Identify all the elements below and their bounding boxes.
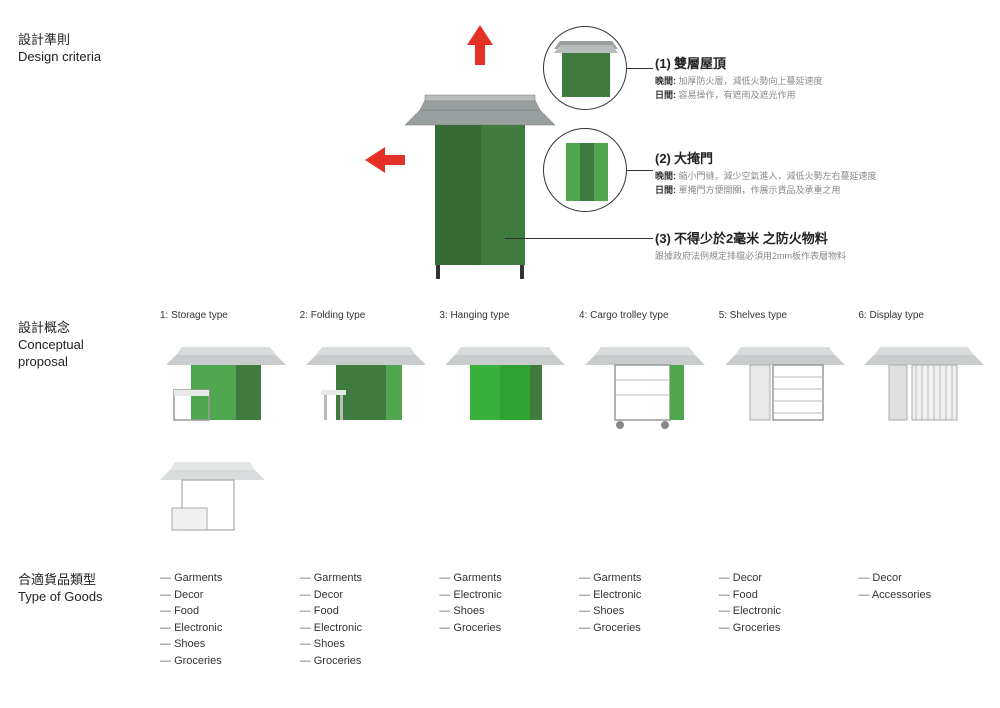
proposal-extra-icon [160, 450, 280, 550]
goods-item: Decor [858, 570, 990, 587]
goods-item: Shoes [579, 603, 711, 620]
annot-title: 不得少於2毫米 之防火物料 [674, 231, 828, 246]
annot-line: 日間: 單掩門方便開關，作展示貨品及承重之用 [655, 184, 877, 196]
goods-item: Garments [300, 570, 432, 587]
annot-line: 日間: 容易操作，有遮雨及遮光作用 [655, 89, 823, 101]
goods-item: Electronic [160, 620, 292, 637]
proposal-cell-6: 6: Display type [858, 310, 990, 440]
goods-item: Food [160, 603, 292, 620]
label-zh: 設計概念 [18, 320, 84, 337]
label-en: Type of Goods [18, 589, 103, 606]
annot-num: (2) [655, 151, 671, 166]
label-zh: 設計準則 [18, 32, 101, 49]
goods-item: Groceries [300, 653, 432, 670]
annot-line: 晚間: 縮小門縫，減少空氣進入，減低火勢左右蔓延速度 [655, 170, 877, 182]
goods-item: Decor [300, 587, 432, 604]
annot-title: 大掩門 [674, 151, 713, 166]
section-label-criteria: 設計準則 Design criteria [18, 32, 101, 66]
proposal-sketch-icon [300, 330, 432, 440]
goods-item: Food [719, 587, 851, 604]
goods-item: Shoes [439, 603, 571, 620]
callout-circle-1 [543, 26, 627, 110]
goods-item: Decor [160, 587, 292, 604]
goods-row: GarmentsDecorFoodElectronicShoesGrocerie… [160, 570, 990, 669]
proposal-label: 4: Cargo trolley type [579, 310, 711, 324]
callout-circle-2 [543, 128, 627, 212]
goods-cell-1: GarmentsDecorFoodElectronicShoesGrocerie… [160, 570, 292, 669]
goods-item: Groceries [439, 620, 571, 637]
proposal-cell-1: 1: Storage type [160, 310, 292, 440]
proposal-label: 5: Shelves type [719, 310, 851, 324]
callout-line-3 [505, 238, 653, 239]
proposal-extra [160, 450, 290, 555]
annotation-2: (2) 大掩門 晚間: 縮小門縫，減少空氣進入，減低火勢左右蔓延速度 日間: 單… [655, 150, 877, 196]
proposal-label: 2: Folding type [300, 310, 432, 324]
goods-item: Garments [160, 570, 292, 587]
proposal-label: 1: Storage type [160, 310, 292, 324]
annotation-3: (3) 不得少於2毫米 之防火物料 跟據政府法例規定排檔必須用2mm板作表層物料 [655, 230, 846, 262]
criteria-diagram: (1) 雙層屋頂 晚間: 加厚防火層，減低火勢向上蔓延速度 日間: 容易操作，有… [370, 30, 970, 280]
goods-item: Shoes [300, 636, 432, 653]
annot-line: 跟據政府法例規定排檔必須用2mm板作表層物料 [655, 250, 846, 262]
kiosk-main-icon [400, 75, 560, 285]
proposal-label: 3: Hanging type [439, 310, 571, 324]
goods-item: Groceries [160, 653, 292, 670]
goods-item: Electronic [439, 587, 571, 604]
goods-item: Electronic [719, 603, 851, 620]
annot-num: (1) [655, 56, 671, 71]
section-label-goods: 合適貨品類型 Type of Goods [18, 572, 103, 606]
annot-title: 雙層屋頂 [674, 56, 726, 71]
goods-cell-6: DecorAccessories [858, 570, 990, 669]
proposal-cell-5: 5: Shelves type [719, 310, 851, 440]
goods-cell-5: DecorFoodElectronicGroceries [719, 570, 851, 669]
label-zh: 合適貨品類型 [18, 572, 103, 589]
annot-num: (3) [655, 231, 671, 246]
goods-item: Groceries [579, 620, 711, 637]
callout-line-2 [627, 170, 653, 171]
callout-line-1 [627, 68, 653, 69]
section-label-proposal: 設計概念 Conceptual proposal [18, 320, 84, 371]
annot-line: 晚間: 加厚防火層，減低火勢向上蔓延速度 [655, 75, 823, 87]
proposal-sketch-icon [439, 330, 571, 440]
proposal-sketch-icon [579, 330, 711, 440]
arrow-up-icon [465, 25, 495, 65]
goods-cell-4: GarmentsElectronicShoesGroceries [579, 570, 711, 669]
arrow-left-icon [365, 145, 405, 175]
proposal-sketch-icon [858, 330, 990, 440]
goods-cell-2: GarmentsDecorFoodElectronicShoesGrocerie… [300, 570, 432, 669]
proposal-cell-3: 3: Hanging type [439, 310, 571, 440]
proposal-cell-2: 2: Folding type [300, 310, 432, 440]
goods-item: Garments [439, 570, 571, 587]
goods-item: Shoes [160, 636, 292, 653]
goods-item: Electronic [579, 587, 711, 604]
label-en: Conceptual proposal [18, 337, 84, 371]
proposal-sketch-icon [719, 330, 851, 440]
goods-item: Garments [579, 570, 711, 587]
goods-item: Accessories [858, 587, 990, 604]
goods-item: Food [300, 603, 432, 620]
goods-item: Groceries [719, 620, 851, 637]
label-en: Design criteria [18, 49, 101, 66]
goods-item: Electronic [300, 620, 432, 637]
proposal-sketch-icon [160, 330, 292, 440]
proposal-label: 6: Display type [858, 310, 990, 324]
goods-cell-3: GarmentsElectronicShoesGroceries [439, 570, 571, 669]
goods-item: Decor [719, 570, 851, 587]
annotation-1: (1) 雙層屋頂 晚間: 加厚防火層，減低火勢向上蔓延速度 日間: 容易操作，有… [655, 55, 823, 101]
proposal-cell-4: 4: Cargo trolley type [579, 310, 711, 440]
proposal-row: 1: Storage type 2: Folding type [160, 310, 990, 440]
